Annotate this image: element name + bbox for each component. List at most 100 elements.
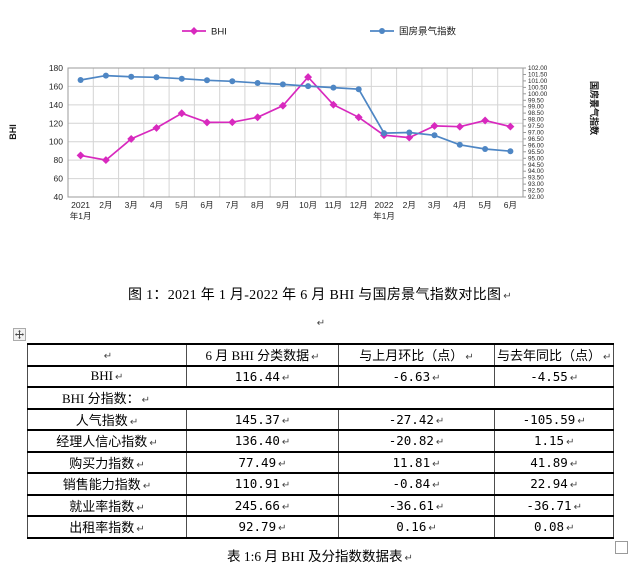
- header-cell-june-data: 6 月 BHI 分类数据 ↵: [186, 343, 339, 367]
- data-point-marker: [279, 81, 286, 88]
- cell-return-mark: ↵: [577, 415, 586, 427]
- table-row: 出租率指数 ↵ 92.79 ↵ 0.16 ↵ 0.08 ↵: [27, 515, 615, 539]
- table-cell: -4.55 ↵: [493, 364, 615, 388]
- header-cell-mom: 与上月环比（点） ↵: [338, 343, 495, 367]
- data-point-marker: [177, 109, 186, 118]
- cell-return-mark: ↵: [149, 438, 158, 450]
- table-move-handle-icon[interactable]: [13, 328, 26, 341]
- legend-item-climate-index: 国房景气指数: [370, 26, 457, 38]
- svg-text:94.00: 94.00: [528, 168, 544, 175]
- svg-text:94.50: 94.50: [528, 162, 544, 169]
- data-point-marker: [77, 77, 84, 83]
- svg-text:99.50: 99.50: [528, 97, 544, 104]
- svg-text:年1月: 年1月: [373, 211, 395, 221]
- svg-text:40: 40: [54, 192, 64, 202]
- cell-return-mark: ↵: [569, 458, 579, 470]
- table-cell: 245.66 ↵: [186, 493, 339, 517]
- data-point-marker: [330, 84, 337, 91]
- table-cell: 1.15 ↵: [493, 429, 615, 453]
- gridlines: [67, 67, 524, 198]
- right-axis-title: 国房景气指数: [589, 81, 600, 136]
- data-point-marker: [406, 129, 413, 136]
- data-point-marker: [355, 86, 362, 93]
- figure-caption-text: 图 1：2021 年 1 月-2022 年 6 月 BHI 与国房景气指数对比图: [128, 288, 502, 303]
- cell-return-mark: ↵: [432, 458, 441, 470]
- svg-text:100.50: 100.50: [528, 84, 548, 91]
- table-cell: 116.44 ↵: [186, 364, 339, 388]
- data-point-marker: [431, 132, 438, 139]
- svg-text:180: 180: [49, 63, 63, 73]
- svg-text:95.00: 95.00: [528, 155, 544, 162]
- table-row: 购买力指数 ↵ 77.49 ↵ 11.81 ↵ 41.89 ↵: [27, 450, 615, 474]
- svg-text:2月: 2月: [403, 200, 416, 210]
- data-point-marker: [229, 78, 236, 85]
- svg-text:100: 100: [49, 137, 63, 147]
- row-label: BHI ↵: [27, 364, 187, 388]
- data-point-marker: [456, 141, 463, 148]
- table-row: 销售能力指数 ↵ 110.91 ↵ -0.84 ↵ 22.94 ↵: [27, 472, 615, 496]
- cell-return-mark: ↵: [435, 437, 445, 449]
- data-point-marker: [178, 75, 185, 82]
- svg-text:年1月: 年1月: [70, 211, 92, 221]
- svg-text:92.50: 92.50: [528, 188, 544, 195]
- svg-text:96.00: 96.00: [528, 142, 544, 149]
- cell-return-mark: ↵: [435, 501, 445, 513]
- table-section-row: BHI 分指数： ↵: [26, 386, 615, 410]
- data-point-marker: [228, 118, 237, 127]
- table-cell: 145.37 ↵: [186, 407, 339, 431]
- cell-return-mark: ↵: [566, 437, 575, 449]
- svg-text:93.00: 93.00: [528, 181, 544, 188]
- cell-return-mark: ↵: [281, 437, 291, 449]
- svg-text:120: 120: [49, 118, 63, 128]
- table-cell: 22.94 ↵: [493, 472, 615, 496]
- row-label: 经理人信心指数 ↵: [27, 429, 187, 453]
- cell-return-mark: ↵: [281, 480, 291, 492]
- svg-text:102.00: 102.00: [528, 65, 548, 72]
- table-cell: 92.79 ↵: [186, 515, 339, 539]
- table-cell: 41.89 ↵: [493, 450, 615, 474]
- cell-return-mark: ↵: [573, 501, 582, 513]
- cell-return-mark: ↵: [142, 481, 152, 493]
- row-label: 出租率指数 ↵: [27, 515, 187, 539]
- table-row: 人气指数 ↵ 145.37 ↵ -27.42 ↵ -105.59 ↵: [27, 407, 615, 431]
- cell-return-mark: ↵: [465, 352, 474, 364]
- climate-index-line: [80, 74, 511, 153]
- svg-text:92.00: 92.00: [528, 194, 544, 201]
- table-cell: 0.08 ↵: [493, 515, 615, 539]
- svg-text:5月: 5月: [175, 200, 188, 210]
- table-resize-handle[interactable]: [615, 541, 628, 554]
- legend-item-bhi: BHI: [182, 27, 227, 38]
- table-cell: -0.84 ↵: [338, 472, 495, 496]
- data-point-marker: [203, 118, 211, 127]
- row-label: 销售能力指数 ↵: [27, 472, 187, 496]
- svg-text:97.50: 97.50: [528, 123, 544, 130]
- data-point-marker: [482, 146, 489, 152]
- cell-return-mark: ↵: [115, 372, 124, 384]
- svg-text:6月: 6月: [504, 200, 517, 210]
- svg-text:4月: 4月: [453, 200, 466, 210]
- cell-return-mark: ↵: [281, 415, 291, 427]
- cell-return-mark: ↵: [281, 501, 291, 513]
- svg-text:98.00: 98.00: [528, 117, 544, 124]
- svg-text:100.00: 100.00: [528, 91, 548, 98]
- svg-text:3月: 3月: [428, 200, 441, 210]
- svg-text:2月: 2月: [99, 200, 112, 210]
- svg-text:99.00: 99.00: [528, 104, 544, 111]
- svg-text:95.50: 95.50: [528, 149, 544, 156]
- table-cell: 11.81 ↵: [338, 450, 495, 474]
- cell-return-mark: ↵: [566, 523, 575, 535]
- cell-return-mark: ↵: [569, 372, 579, 384]
- table-caption-text: 表 1:6 月 BHI 及分指数数据表: [227, 549, 403, 564]
- move-arrows-icon: [15, 330, 24, 339]
- cell-return-mark: ↵: [136, 524, 145, 536]
- right-axis-ticks: 102.00101.50101.00100.50100.0099.5099.00…: [523, 65, 548, 201]
- data-point-marker: [506, 122, 515, 131]
- svg-text:101.50: 101.50: [528, 72, 548, 79]
- bhi-line: [80, 75, 511, 162]
- data-point-marker: [152, 123, 161, 132]
- row-label: 人气指数 ↵: [27, 407, 187, 431]
- table-cell: 77.49 ↵: [186, 450, 339, 474]
- svg-text:2021: 2021: [71, 200, 90, 210]
- paragraph-mark: ↵: [503, 291, 512, 302]
